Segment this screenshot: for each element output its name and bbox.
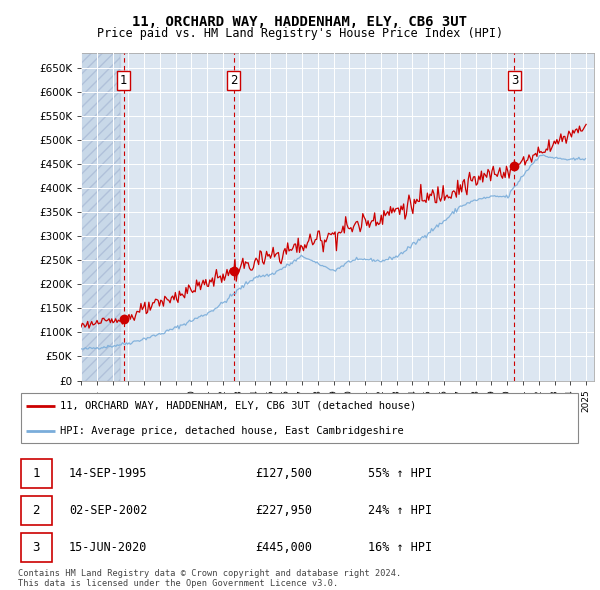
Text: 3: 3: [32, 541, 40, 554]
Text: 2: 2: [230, 74, 238, 87]
Text: £445,000: £445,000: [255, 541, 312, 554]
Text: Price paid vs. HM Land Registry's House Price Index (HPI): Price paid vs. HM Land Registry's House …: [97, 27, 503, 40]
Text: 3: 3: [511, 74, 518, 87]
Text: 2: 2: [32, 504, 40, 517]
Text: 24% ↑ HPI: 24% ↑ HPI: [368, 504, 432, 517]
FancyBboxPatch shape: [21, 394, 578, 443]
Bar: [81, 53, 121, 381]
Text: HPI: Average price, detached house, East Cambridgeshire: HPI: Average price, detached house, East…: [60, 426, 404, 436]
Text: £127,500: £127,500: [255, 467, 312, 480]
FancyBboxPatch shape: [21, 533, 52, 562]
Text: 15-JUN-2020: 15-JUN-2020: [69, 541, 147, 554]
FancyBboxPatch shape: [21, 459, 52, 488]
Text: 1: 1: [32, 467, 40, 480]
Text: 11, ORCHARD WAY, HADDENHAM, ELY, CB6 3UT: 11, ORCHARD WAY, HADDENHAM, ELY, CB6 3UT: [133, 15, 467, 29]
FancyBboxPatch shape: [21, 496, 52, 525]
Bar: [81, 53, 121, 381]
Text: Contains HM Land Registry data © Crown copyright and database right 2024.
This d: Contains HM Land Registry data © Crown c…: [18, 569, 401, 588]
Text: 55% ↑ HPI: 55% ↑ HPI: [368, 467, 432, 480]
Text: 02-SEP-2002: 02-SEP-2002: [69, 504, 147, 517]
Text: 11, ORCHARD WAY, HADDENHAM, ELY, CB6 3UT (detached house): 11, ORCHARD WAY, HADDENHAM, ELY, CB6 3UT…: [60, 401, 416, 411]
Text: 14-SEP-1995: 14-SEP-1995: [69, 467, 147, 480]
Text: 1: 1: [120, 74, 127, 87]
Text: £227,950: £227,950: [255, 504, 312, 517]
Text: 16% ↑ HPI: 16% ↑ HPI: [368, 541, 432, 554]
